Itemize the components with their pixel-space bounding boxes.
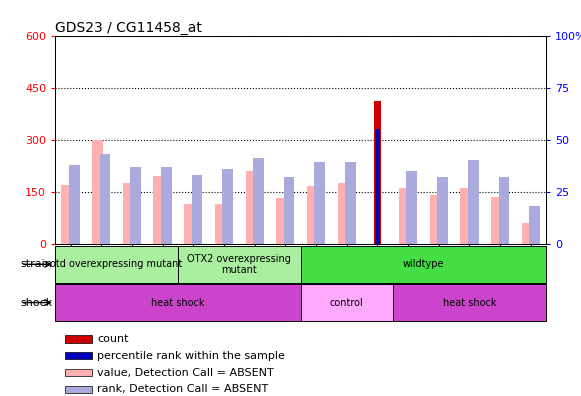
Bar	[498, 177, 509, 244]
Bar	[253, 158, 264, 244]
Bar	[276, 198, 287, 244]
Bar	[65, 352, 92, 360]
Bar	[161, 167, 172, 244]
Bar	[55, 284, 301, 321]
Text: GDS23 / CG11458_at: GDS23 / CG11458_at	[55, 21, 202, 34]
Bar	[62, 185, 72, 244]
Text: shock: shock	[20, 297, 53, 308]
Text: count: count	[97, 334, 128, 344]
Text: control: control	[330, 297, 364, 308]
Bar	[314, 162, 325, 244]
Bar	[529, 206, 540, 244]
Bar	[307, 187, 318, 244]
Bar	[468, 160, 479, 244]
Bar	[123, 183, 134, 244]
Text: value, Detection Call = ABSENT: value, Detection Call = ABSENT	[97, 367, 274, 377]
Bar	[437, 177, 448, 244]
Bar	[192, 175, 202, 244]
Text: heat shock: heat shock	[443, 297, 496, 308]
Bar	[338, 183, 348, 244]
Bar	[55, 246, 178, 283]
Text: heat shock: heat shock	[151, 297, 205, 308]
Bar	[301, 284, 393, 321]
Text: strain: strain	[21, 259, 53, 269]
Bar	[345, 162, 356, 244]
Text: wildtype: wildtype	[403, 259, 444, 269]
Bar	[301, 246, 546, 283]
Text: otd overexpressing mutant: otd overexpressing mutant	[51, 259, 182, 269]
Bar	[153, 176, 164, 244]
Bar	[223, 169, 233, 244]
Bar	[130, 167, 141, 244]
Bar	[375, 129, 379, 244]
Bar	[460, 188, 471, 244]
Bar	[491, 197, 502, 244]
Bar	[92, 139, 103, 244]
Bar	[429, 195, 440, 244]
Bar	[65, 369, 92, 376]
Bar	[184, 204, 195, 244]
Bar	[407, 171, 417, 244]
Text: rank, Detection Call = ABSENT: rank, Detection Call = ABSENT	[97, 385, 268, 394]
Text: OTX2 overexpressing
mutant: OTX2 overexpressing mutant	[187, 253, 291, 275]
Bar	[178, 246, 301, 283]
Bar	[246, 171, 256, 244]
Bar	[393, 284, 546, 321]
Bar	[399, 188, 410, 244]
Bar	[69, 164, 80, 244]
Bar	[522, 223, 532, 244]
Bar	[99, 154, 110, 244]
Text: percentile rank within the sample: percentile rank within the sample	[97, 351, 285, 361]
Bar	[65, 386, 92, 393]
Bar	[215, 204, 225, 244]
Bar	[65, 335, 92, 343]
Bar	[284, 177, 295, 244]
Bar	[374, 101, 381, 244]
